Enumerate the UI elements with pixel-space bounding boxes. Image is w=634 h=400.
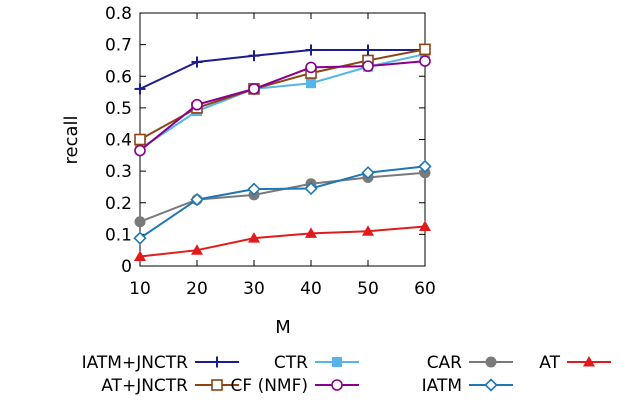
diamond-marker [190,192,204,207]
y-tick-label: 0.3 [105,162,132,182]
legend-item: IATM+JNCTR [82,353,239,373]
legend-item: AT [539,353,611,373]
series-at [134,220,431,262]
square-marker [332,357,342,367]
open-square-marker [211,379,223,391]
diamond-marker [484,378,498,392]
x-tick-label: 60 [414,279,436,299]
triangle-marker [583,356,595,367]
series-iatm-jnctr [134,44,431,95]
series-line [139,165,426,239]
y-tick-label: 0.6 [105,67,132,87]
series-cf-nmf- [134,55,431,157]
legend-label: IATM+JNCTR [82,353,189,373]
legend-item: CTR [274,353,359,373]
triangle-marker [305,227,317,238]
y-tick-label: 0 [121,257,132,277]
diamond-marker [247,182,261,196]
legend-item: IATM [422,376,513,396]
open-square-marker [419,43,431,56]
open-circle-marker [305,61,317,74]
open-circle-marker [191,98,203,111]
triangle-marker [191,244,203,255]
y-tick-label: 0.8 [105,4,132,24]
circle-marker [134,216,146,228]
x-tick-label: 10 [129,279,151,299]
series-layer [133,43,432,262]
series-line [139,49,425,90]
x-tick-label: 20 [186,279,208,299]
diamond-marker [418,159,432,174]
legend-label: CF (NMF) [231,376,308,396]
square-marker [306,78,316,89]
legend-label: CAR [427,353,462,373]
plus-marker [362,44,374,56]
legend-label: AT+JNCTR [101,376,188,396]
y-tick-label: 0.1 [105,225,132,245]
diamond-marker [133,231,147,245]
y-tick-label: 0.7 [105,36,132,56]
legend-item: AT+JNCTR [101,376,239,396]
series-line [139,60,426,152]
open-circle-marker [134,144,146,157]
diamond-marker [304,181,318,196]
legend: IATM+JNCTR CTR CAR AT AT+JNCTR CF (NMF) IATM [82,353,611,396]
x-tick-label: 30 [243,279,265,299]
triangle-marker [134,250,146,262]
open-circle-marker [419,55,431,67]
open-circle-marker [331,379,343,391]
legend-item: CAR [427,353,513,373]
y-tick-label: 0.4 [105,131,132,151]
legend-item: CF (NMF) [231,376,359,396]
plus-marker [211,356,223,368]
x-axis-label: M [275,317,291,338]
x-tick-label: 50 [357,279,379,299]
legend-label: CTR [274,353,308,373]
triangle-marker [419,220,431,231]
triangle-marker [362,225,374,236]
legend-label: IATM [422,376,462,396]
series-at-jnctr [134,43,431,146]
open-square-marker [134,133,146,146]
diamond-marker [361,166,375,180]
x-axis-ticks: 10 20 30 40 50 60 [129,13,436,299]
y-axis-ticks: 0 0.1 0.2 0.3 0.4 0.5 0.6 0.7 0.8 [105,4,425,277]
y-tick-label: 0.2 [105,194,132,214]
plus-marker [305,44,317,56]
circle-marker [485,356,497,368]
series-iatm [133,159,432,245]
series-line [139,225,426,258]
y-axis-label: recall [61,115,82,164]
plus-marker [248,50,260,62]
triangle-marker [248,232,260,243]
x-tick-label: 40 [300,279,322,299]
series-car [134,167,431,228]
legend-label: AT [539,353,560,373]
y-tick-label: 0.5 [105,99,132,119]
open-circle-marker [248,83,260,95]
open-circle-marker [362,60,374,72]
plus-marker [134,83,146,95]
plus-marker [191,56,203,68]
series-line [139,171,426,223]
